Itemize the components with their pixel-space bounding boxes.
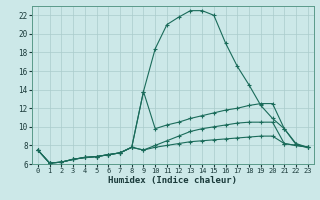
X-axis label: Humidex (Indice chaleur): Humidex (Indice chaleur) — [108, 176, 237, 185]
